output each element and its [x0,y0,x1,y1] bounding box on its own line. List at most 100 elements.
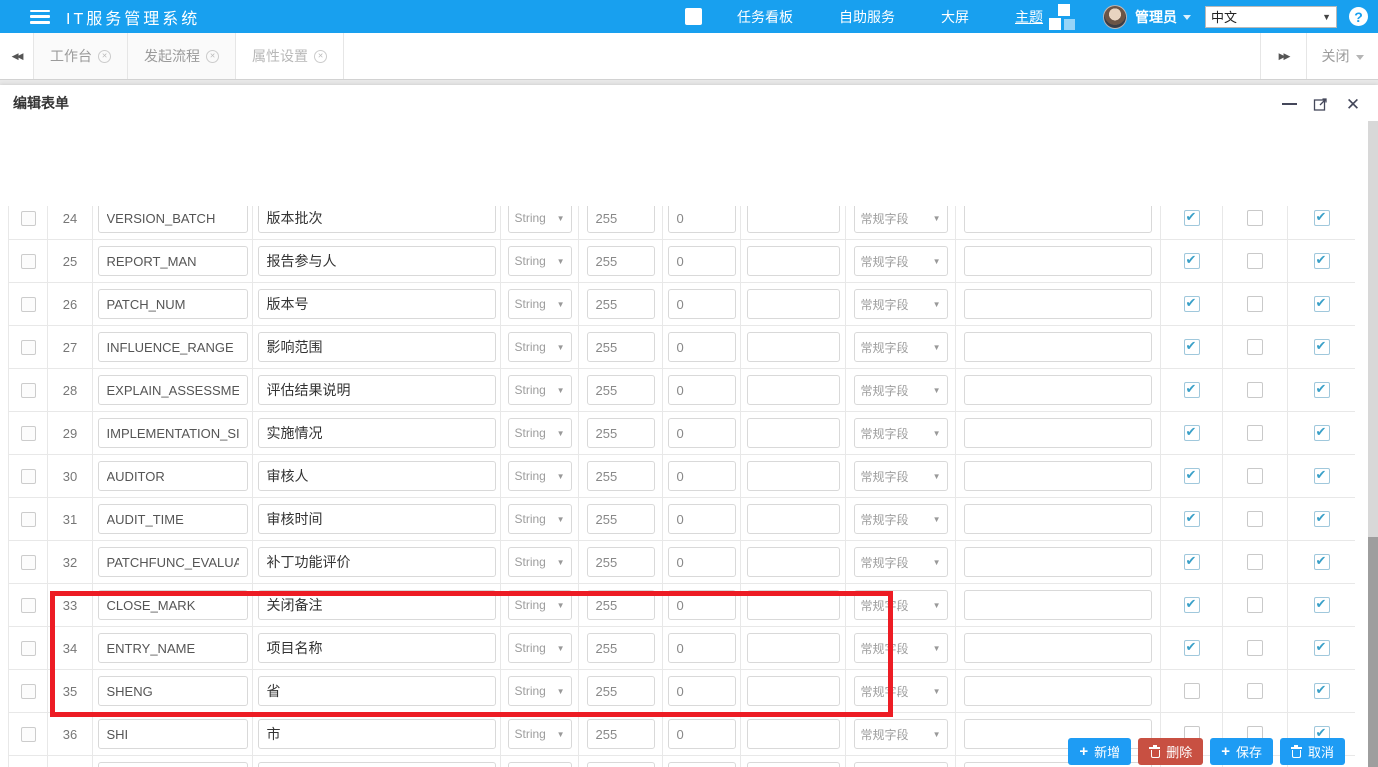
length-input[interactable] [586,289,655,319]
field-label-input[interactable] [257,590,496,620]
add-button[interactable]: + 新增 [1068,738,1132,765]
expand-tabs-icon[interactable]: ▶▶ [1260,33,1306,79]
extra-input[interactable] [964,375,1152,405]
default-value-input[interactable] [746,590,840,620]
field-name-input[interactable] [97,206,248,233]
row-select-checkbox[interactable] [20,425,36,441]
checkbox-3[interactable] [1313,682,1330,699]
precision-input[interactable] [667,461,736,491]
data-type-select[interactable]: String ▼ [507,418,572,448]
row-select-checkbox[interactable] [20,382,36,398]
length-input[interactable] [586,206,655,233]
field-label-input[interactable] [257,375,496,405]
length-input[interactable] [586,332,655,362]
checkbox-3[interactable] [1313,381,1330,398]
extra-input[interactable] [964,332,1152,362]
row-select-checkbox[interactable] [20,640,36,656]
nav-self-service[interactable]: 自助服务 [839,8,895,25]
checkbox-2[interactable] [1247,554,1263,570]
data-type-select[interactable]: String ▼ [507,289,572,319]
precision-input[interactable] [667,633,736,663]
length-input[interactable] [586,719,655,749]
checkbox-2[interactable] [1247,468,1263,484]
checkbox-3[interactable] [1313,639,1330,656]
nav-task-board[interactable]: 任务看板 [737,8,793,25]
precision-input[interactable] [667,375,736,405]
data-type-select[interactable]: String ▼ [507,206,572,233]
field-category-select[interactable]: 常规字段 ▼ [853,246,948,276]
data-type-select[interactable]: String ▼ [507,590,572,620]
close-tabs-dropdown[interactable]: 关闭 [1306,33,1378,79]
precision-input[interactable] [667,676,736,706]
data-type-select[interactable]: String ▼ [507,504,572,534]
field-label-input[interactable] [257,461,496,491]
extra-input[interactable] [964,206,1152,233]
minimize-icon[interactable] [1280,95,1298,113]
length-input[interactable] [586,676,655,706]
checkbox-2[interactable] [1247,511,1263,527]
save-button[interactable]: + 保存 [1210,738,1273,765]
field-name-input[interactable] [97,246,248,276]
length-input[interactable] [586,246,655,276]
checkbox-1[interactable] [1183,252,1200,269]
field-name-input[interactable] [97,590,248,620]
extra-input[interactable] [964,676,1152,706]
precision-input[interactable] [667,246,736,276]
precision-input[interactable] [667,590,736,620]
data-type-select[interactable]: String ▼ [507,762,572,767]
field-name-input[interactable] [97,332,248,362]
precision-input[interactable] [667,762,736,767]
field-name-input[interactable] [97,375,248,405]
delete-button[interactable]: 删除 [1138,738,1204,765]
checkbox-1[interactable] [1183,295,1200,312]
row-select-checkbox[interactable] [20,253,36,269]
tab-property-settings[interactable]: 属性设置 ✕ [236,33,344,79]
default-value-input[interactable] [746,719,840,749]
precision-input[interactable] [667,504,736,534]
precision-input[interactable] [667,418,736,448]
scrollbar-thumb[interactable] [1368,537,1378,767]
checkbox-2[interactable] [1247,296,1263,312]
checkbox-2[interactable] [1247,382,1263,398]
row-select-checkbox[interactable] [20,683,36,699]
length-input[interactable] [586,504,655,534]
default-value-input[interactable] [746,461,840,491]
field-category-select[interactable]: 常规字段 ▼ [853,719,948,749]
row-select-checkbox[interactable] [20,468,36,484]
checkbox-1[interactable] [1183,209,1200,226]
row-select-checkbox[interactable] [20,296,36,312]
checkbox-1[interactable] [1183,381,1200,398]
length-input[interactable] [586,375,655,405]
row-select-checkbox[interactable] [20,726,36,742]
length-input[interactable] [586,418,655,448]
checkbox-1[interactable] [1183,338,1200,355]
length-input[interactable] [586,633,655,663]
checkbox-3[interactable] [1313,424,1330,441]
field-category-select[interactable]: 常规字段 ▼ [853,461,948,491]
field-label-input[interactable] [257,332,496,362]
checkbox-1[interactable] [1183,596,1200,613]
panel-icon[interactable] [685,8,702,25]
close-icon[interactable]: ✕ [206,49,219,63]
field-category-select[interactable]: 常规字段 ▼ [853,289,948,319]
maximize-icon[interactable] [1312,95,1330,113]
checkbox-3[interactable] [1313,209,1330,226]
field-name-input[interactable] [97,418,248,448]
field-name-input[interactable] [97,633,248,663]
tab-start-process[interactable]: 发起流程 ✕ [128,33,236,79]
field-category-select[interactable]: 常规字段 ▼ [853,676,948,706]
extra-input[interactable] [964,504,1152,534]
extra-input[interactable] [964,461,1152,491]
row-select-checkbox[interactable] [20,554,36,570]
field-label-input[interactable] [257,676,496,706]
extra-input[interactable] [964,289,1152,319]
default-value-input[interactable] [746,418,840,448]
default-value-input[interactable] [746,676,840,706]
field-label-input[interactable] [257,418,496,448]
default-value-input[interactable] [746,206,840,233]
checkbox-2[interactable] [1247,597,1263,613]
checkbox-2[interactable] [1247,253,1263,269]
field-category-select[interactable]: 常规字段 ▼ [853,418,948,448]
field-category-select[interactable]: 常规字段 ▼ [853,332,948,362]
nav-big-screen[interactable]: 大屏 [941,8,969,25]
